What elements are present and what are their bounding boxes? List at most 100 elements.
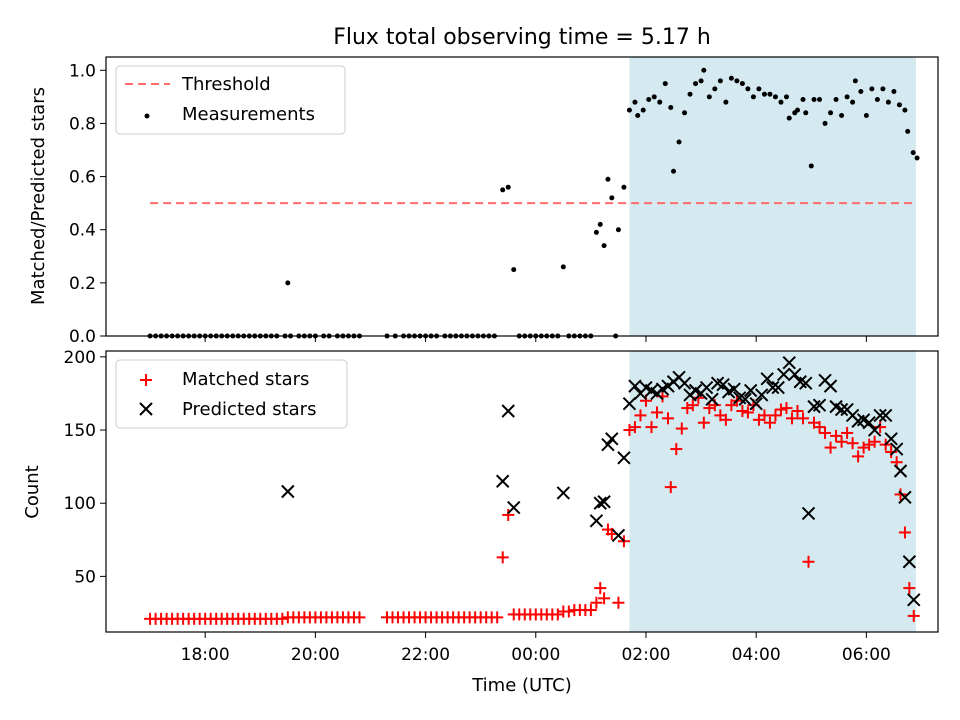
matched-points — [144, 390, 920, 625]
predicted-star-point — [788, 367, 802, 382]
predicted-star-point — [765, 380, 780, 395]
predicted-star-point — [281, 484, 295, 499]
measurement-point — [761, 91, 767, 97]
measurement-point — [657, 99, 663, 105]
top-ytick-label: 0.0 — [69, 327, 96, 347]
measurement-point — [808, 163, 814, 169]
matched-star-point — [697, 416, 710, 429]
bottom-legend-box — [115, 359, 348, 429]
measurement-point — [640, 107, 646, 113]
predicted-star-point — [501, 404, 515, 418]
matched-star-point — [670, 443, 683, 456]
predicted-star-point — [597, 495, 611, 509]
matched-star-point — [590, 596, 603, 609]
top-ytick-label: 0.2 — [69, 274, 96, 294]
bottom-xtick-label: 00:00 — [511, 645, 560, 665]
figure-title: Flux total observing time = 5.17 h — [333, 25, 711, 50]
bottom-ytick-label: 50 — [74, 567, 96, 587]
measurement-point — [712, 86, 718, 92]
measurement-point — [615, 227, 621, 233]
bottom-shaded-region — [629, 351, 916, 632]
predicted-star-point — [823, 379, 838, 393]
predicted-star-point — [593, 496, 607, 510]
measurement-point — [767, 91, 773, 97]
predicted-star-point — [749, 396, 763, 411]
matched-star-point — [719, 413, 732, 426]
matched-star-point — [662, 412, 675, 425]
measurement-point — [896, 102, 902, 108]
measurement-point — [869, 86, 875, 92]
predicted-star-point — [727, 382, 741, 396]
matched-star-point — [664, 481, 677, 494]
matched-star-point — [628, 421, 641, 434]
bottom-xtick-label: 20:00 — [291, 645, 340, 665]
matched-star-point — [841, 426, 854, 439]
bottom-panel: 50 100 150 200 18:00 20:00 22:00 00:00 02:00 04:0… — [22, 348, 939, 696]
measurement-point — [811, 97, 817, 103]
measurement-point — [817, 97, 823, 103]
measurement-point — [902, 107, 908, 113]
predicted-star-point — [898, 490, 912, 505]
predicted-star-point — [771, 380, 785, 395]
measurement-point — [632, 99, 638, 105]
matched-star-point — [885, 445, 898, 458]
legend-predicted-marker — [139, 402, 153, 416]
matched-star-point — [824, 441, 837, 454]
bottom-xlabel: Time (UTC) — [471, 675, 572, 696]
legend-threshold-label: Threshold — [181, 74, 271, 95]
bottom-xtick-label: 02:00 — [621, 645, 670, 665]
measurement-point — [905, 128, 911, 134]
measurement-point — [914, 155, 920, 161]
measurement-point — [844, 94, 850, 100]
matched-star-point — [863, 438, 876, 451]
legend-predicted-label: Predicted stars — [182, 399, 316, 420]
measurement-point — [822, 120, 828, 126]
matched-star-point — [612, 596, 625, 609]
matched-star-point — [681, 402, 694, 415]
measurement-point — [626, 107, 632, 113]
matched-star-point — [562, 605, 575, 618]
matched-star-point — [623, 424, 636, 437]
bottom-xtick-label: 04:00 — [732, 645, 781, 665]
predicted-star-point — [782, 356, 796, 370]
matched-star-point — [830, 429, 843, 442]
measurement-point — [885, 99, 891, 105]
matched-star-point — [496, 551, 509, 564]
measurement-point — [850, 99, 856, 105]
measurement-point — [597, 221, 603, 227]
predicted-star-point — [611, 528, 626, 543]
measurement-point — [863, 112, 869, 118]
measurement-point — [505, 184, 511, 190]
predicted-star-point — [754, 388, 769, 402]
legend-measurements-label: Measurements — [182, 104, 315, 125]
predicted-star-point — [496, 474, 510, 488]
measurement-point — [772, 94, 778, 100]
measurement-point — [750, 94, 756, 100]
matched-star-point — [276, 612, 289, 625]
predicted-star-point — [801, 506, 816, 521]
measurement-point — [701, 67, 707, 73]
top-ytick-label: 1.0 — [69, 61, 96, 81]
predicted-star-point — [862, 416, 876, 430]
matched-star-point — [846, 437, 859, 450]
matched-star-point — [898, 526, 911, 539]
measurement-point — [662, 81, 668, 87]
measurement-point — [833, 97, 839, 103]
predicted-star-point — [799, 376, 813, 390]
measurement-point — [687, 91, 693, 97]
matched-star-point — [874, 421, 887, 434]
matched-star-point — [763, 416, 776, 429]
measurement-point — [500, 187, 506, 193]
matched-star-point — [741, 406, 754, 419]
measurement-point — [858, 89, 864, 95]
measurement-point — [676, 139, 682, 145]
bottom-xtick-label: 22:00 — [401, 645, 450, 665]
matched-star-point — [594, 582, 607, 595]
matched-star-point — [686, 399, 699, 412]
matched-star-point — [894, 488, 907, 501]
matched-star-point — [819, 426, 832, 439]
matched-star-point — [780, 402, 793, 415]
measurement-point — [668, 104, 674, 110]
predicted-star-point — [589, 514, 604, 528]
predicted-star-point — [889, 442, 904, 456]
